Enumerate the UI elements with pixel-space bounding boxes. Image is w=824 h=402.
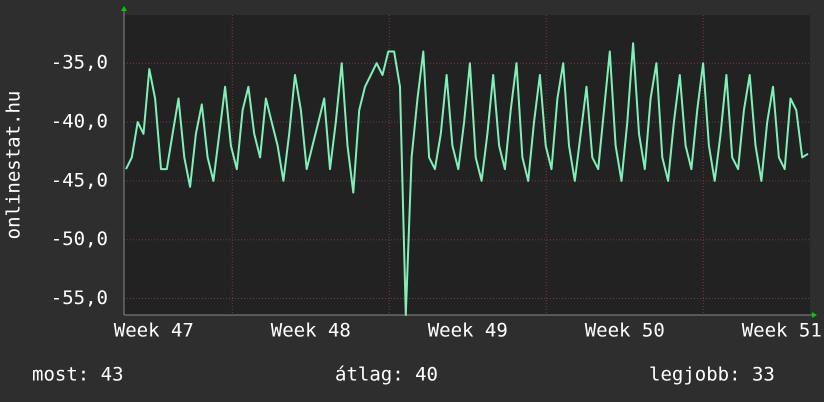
x-tick-label: Week 48 (271, 320, 351, 342)
x-tick-label: Week 49 (428, 320, 508, 342)
footer-stat: átlag: 40 (335, 364, 438, 386)
y-tick-label: -35,0 (51, 52, 108, 74)
footer-stat: most: 43 (32, 364, 124, 386)
axis-arrow (121, 6, 127, 11)
x-tick-label: Week 51 (742, 320, 822, 342)
y-tick-label: -45,0 (51, 169, 108, 191)
y-tick-label: -40,0 (51, 111, 108, 133)
axis-arrow (812, 312, 817, 318)
x-tick-label: Week 47 (114, 320, 194, 342)
footer-stat: legjobb: 33 (649, 364, 775, 386)
y-tick-label: -55,0 (51, 287, 108, 309)
data-line (125, 42, 809, 316)
y-tick-label: -50,0 (51, 228, 108, 250)
plot-area (124, 15, 810, 315)
x-tick-label: Week 50 (585, 320, 665, 342)
y-axis-label: onlinestat.hu (3, 91, 25, 240)
